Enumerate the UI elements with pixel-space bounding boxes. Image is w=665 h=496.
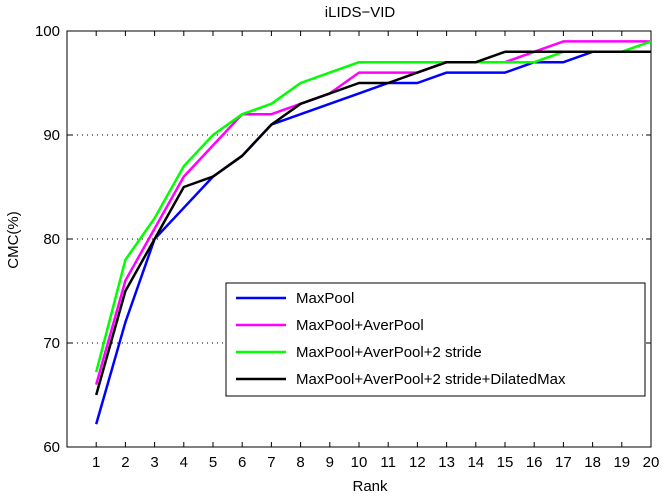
x-tick-label: 3 [150,454,158,471]
x-tick-label: 17 [555,454,572,471]
x-tick-label: 11 [380,454,396,471]
legend-label-1: MaxPool [296,290,354,307]
x-tick-label: 10 [351,454,368,471]
x-tick-label: 18 [584,454,601,471]
legend-label-3: MaxPool+AverPool+2 stride [296,344,482,361]
x-tick-label: 12 [409,454,426,471]
x-tick-label: 7 [267,454,275,471]
series-line-2 [94,40,651,385]
axis-ticks: 1 2 3 4 5 6 7 8 9 10 11 12 13 14 15 16 17 18 19 20607080901… [35,23,659,471]
x-tick-label: 19 [613,454,630,471]
series-line-3 [94,40,652,373]
x-tick-label: 1 [92,454,100,471]
x-tick-label: 8 [296,454,304,471]
y-tick-label: 60 [43,439,60,456]
x-tick-label: 6 [238,454,246,471]
chart-title: iLIDS−VID [325,4,396,21]
y-tick-label: 70 [43,335,60,352]
legend-box [225,282,646,397]
x-tick-label: 20 [643,454,660,471]
legend-label-2: MaxPool+AverPool [296,317,424,334]
x-tick-label: 4 [180,454,188,471]
x-tick-label: 9 [326,454,334,471]
legend: MaxPool MaxPool+AverPool MaxPool+AverPool+… [225,282,646,397]
x-tick-label: 2 [121,454,129,471]
x-tick-label: 16 [526,454,543,471]
series-lines [94,40,652,425]
y-tick-label: 80 [43,231,60,248]
series-line-4 [94,50,651,396]
series-line-1 [94,50,651,425]
x-tick-label: 13 [438,454,455,471]
x-tick-label: 14 [467,454,484,471]
y-axis-label: CMC(%) [5,211,22,269]
x-tick-label: 15 [497,454,514,471]
legend-label-4: MaxPool+AverPool+2 stride+DilatedMax [296,371,566,388]
x-axis-label: Rank [352,478,388,495]
y-tick-label: 90 [43,127,60,144]
x-tick-label: 5 [209,454,217,471]
y-tick-label: 100 [35,23,60,40]
